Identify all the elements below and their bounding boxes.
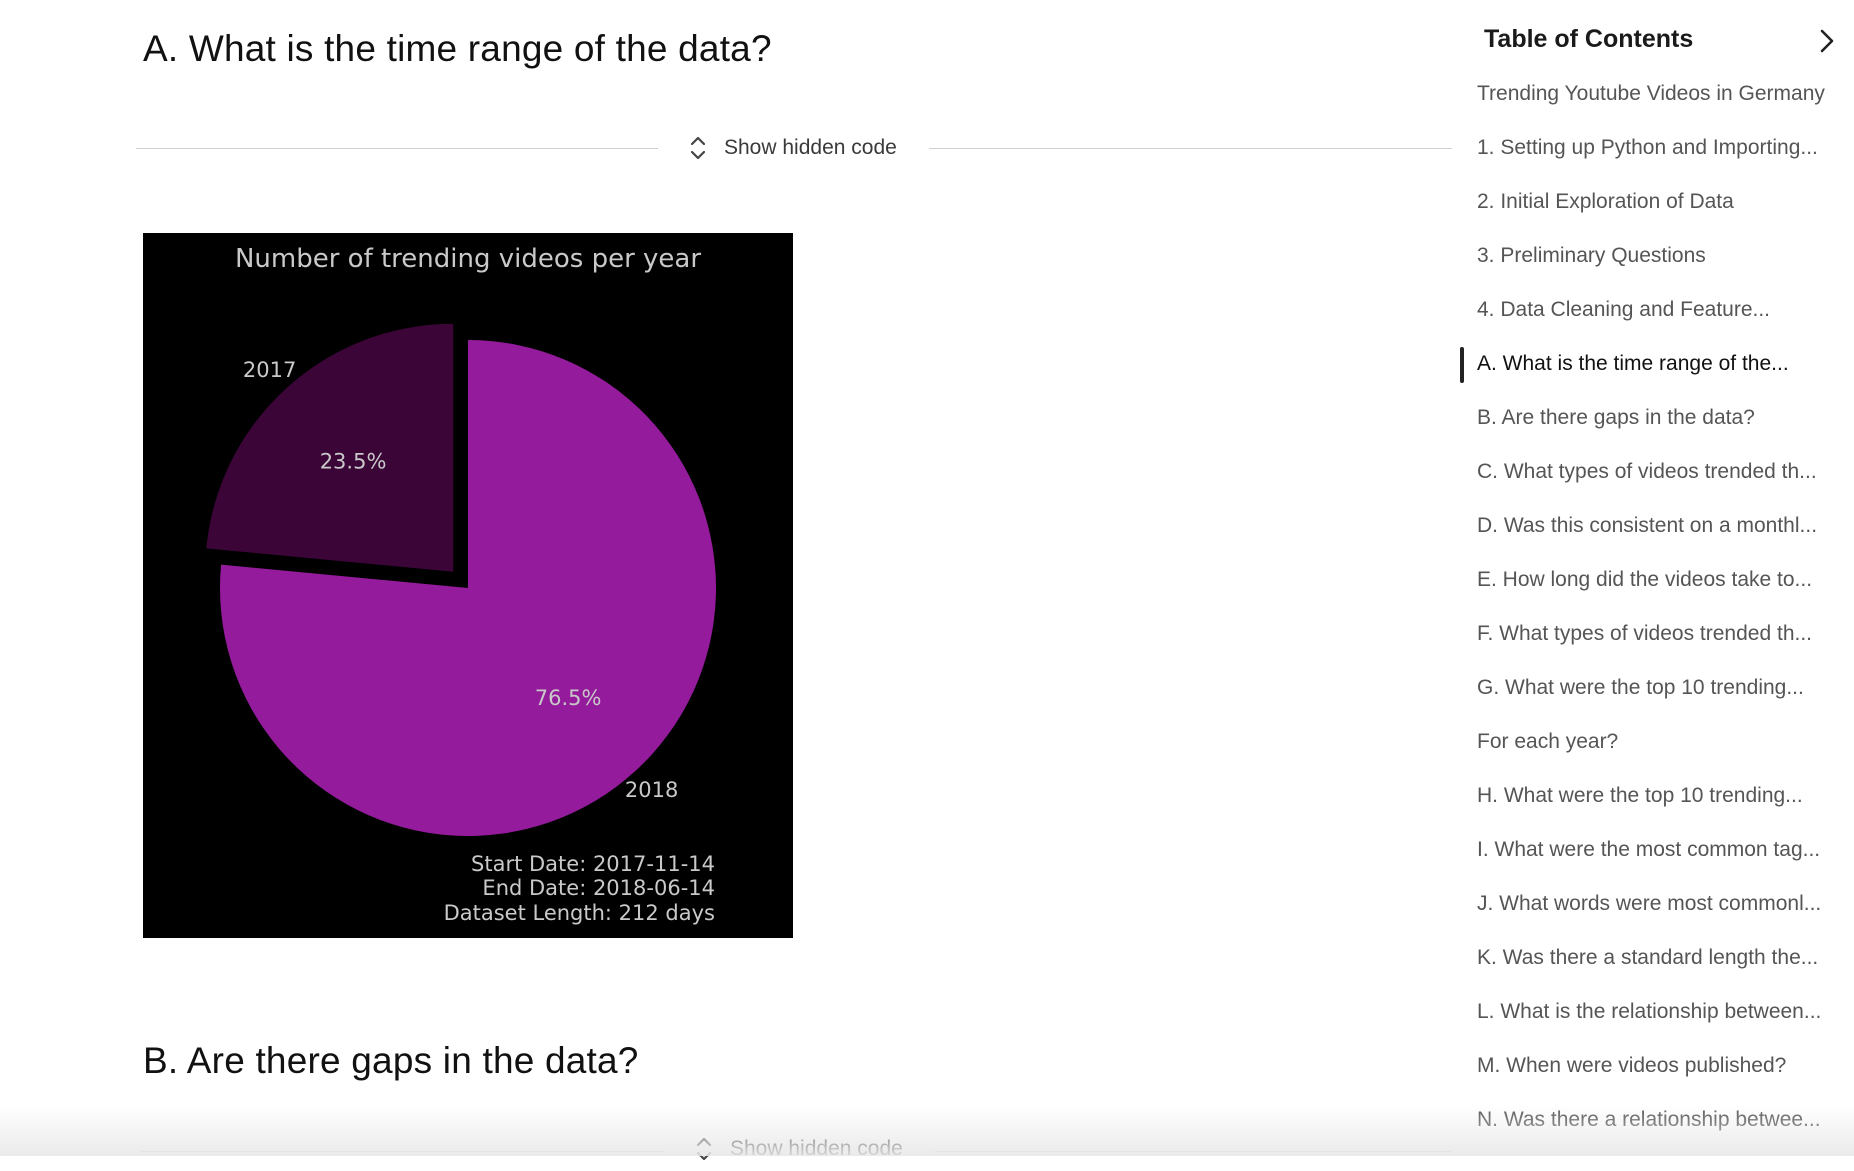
toc-item[interactable]: L. What is the relationship between... xyxy=(1477,1000,1822,1023)
toc-item[interactable]: 2. Initial Exploration of Data xyxy=(1477,190,1734,213)
toc-item[interactable]: F. What types of videos trended th... xyxy=(1477,622,1813,645)
pie-chart: Number of trending videos per year 23.5%… xyxy=(143,233,793,938)
toc-item[interactable]: 4. Data Cleaning and Feature... xyxy=(1477,298,1771,321)
pie-slice-2017 xyxy=(206,323,454,572)
toc-item[interactable]: E. How long did the videos take to... xyxy=(1477,568,1813,591)
table-of-contents: Table of Contents Trending Youtube Video… xyxy=(1460,0,1854,1156)
pie-category-label-2018: 2018 xyxy=(625,778,678,802)
divider-line xyxy=(136,148,658,149)
toc-header: Table of Contents xyxy=(1484,22,1844,62)
toc-item[interactable]: 3. Preliminary Questions xyxy=(1477,244,1706,267)
toc-item[interactable]: M. When were videos published? xyxy=(1477,1054,1787,1077)
toc-item[interactable]: G. What were the top 10 trending... xyxy=(1477,676,1804,699)
notebook-content: A. What is the time range of the data? S… xyxy=(136,28,1452,1161)
toc-item[interactable]: Trending Youtube Videos in Germany xyxy=(1477,82,1825,105)
show-hidden-code-label: Show hidden code xyxy=(730,1137,903,1160)
chart-annotation-dataset-length: Dataset Length: 212 days xyxy=(444,901,715,925)
section-heading-a: A. What is the time range of the data? xyxy=(143,28,772,69)
pie-category-label-2017: 2017 xyxy=(243,358,296,382)
hidden-code-row-a: Show hidden code xyxy=(136,128,1452,168)
toc-item[interactable]: D. Was this consistent on a monthl... xyxy=(1477,514,1818,537)
hidden-code-row-b: Show hidden code xyxy=(136,1131,1452,1171)
pie-chart-svg: Number of trending videos per year 23.5%… xyxy=(206,244,716,925)
toc-item[interactable]: For each year? xyxy=(1477,730,1619,753)
toc-item[interactable]: B. Are there gaps in the data? xyxy=(1477,406,1755,429)
divider-line xyxy=(140,1151,664,1152)
expand-collapse-icon xyxy=(690,136,706,160)
chart-annotation-start-date: Start Date: 2017-11-14 xyxy=(471,852,715,876)
show-hidden-code-label: Show hidden code xyxy=(724,136,897,159)
toc-item[interactable]: C. What types of videos trended th... xyxy=(1477,460,1817,483)
toc-item[interactable]: A. What is the time range of the... xyxy=(1460,342,1854,396)
chart-annotation-end-date: End Date: 2018-06-14 xyxy=(482,876,715,900)
expand-collapse-icon xyxy=(696,1137,712,1161)
chart-title: Number of trending videos per year xyxy=(235,244,701,274)
toc-item[interactable]: K. Was there a standard length the... xyxy=(1477,946,1819,969)
pie-value-label-2017: 23.5% xyxy=(320,450,387,474)
divider-line xyxy=(929,148,1452,149)
show-hidden-code-button[interactable]: Show hidden code xyxy=(690,128,897,168)
section-heading-b: B. Are there gaps in the data? xyxy=(143,1040,639,1081)
chevron-right-icon xyxy=(1820,29,1834,53)
toc-collapse-button[interactable] xyxy=(1810,24,1844,58)
divider-line xyxy=(935,1151,1452,1152)
toc-item[interactable]: J. What words were most commonl... xyxy=(1477,892,1822,915)
toc-title: Table of Contents xyxy=(1484,25,1694,53)
show-hidden-code-button[interactable]: Show hidden code xyxy=(696,1129,903,1169)
toc-item[interactable]: H. What were the top 10 trending... xyxy=(1477,784,1803,807)
toc-item[interactable]: N. Was there a relationship betwee... xyxy=(1477,1108,1821,1131)
toc-item[interactable]: I. What were the most common tag... xyxy=(1477,838,1821,861)
pie-value-label-2018: 76.5% xyxy=(535,686,602,710)
toc-item[interactable]: 1. Setting up Python and Importing... xyxy=(1477,136,1818,159)
toc-list: Trending Youtube Videos in Germany 1. Set… xyxy=(1460,72,1854,1152)
pie-slice-2018 xyxy=(220,340,716,836)
